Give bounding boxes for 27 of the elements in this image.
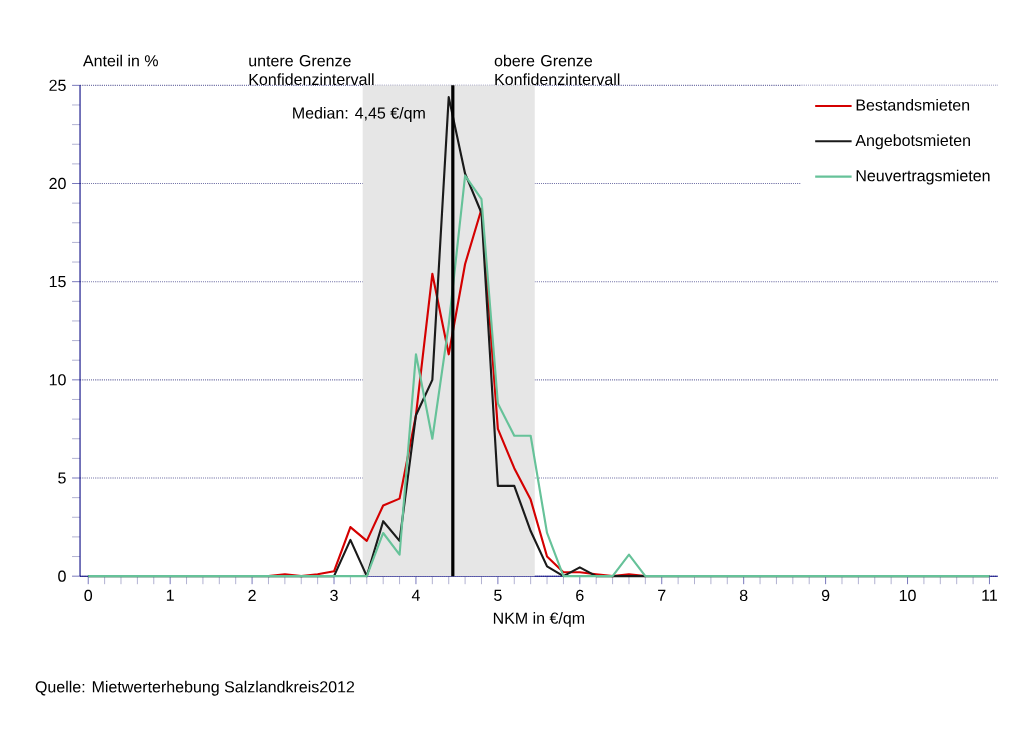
legend-label: Angebotsmieten bbox=[855, 134, 970, 150]
x-tick-label: 6 bbox=[576, 590, 584, 602]
x-tick-label: 3 bbox=[330, 590, 338, 602]
legend-label: Neuvertragsmieten bbox=[856, 169, 990, 185]
x-tick-label: 11 bbox=[982, 590, 997, 602]
y-tick-label: 5 bbox=[58, 472, 66, 484]
legend-label: Bestandsmieten bbox=[856, 99, 970, 111]
y-tick-label: 15 bbox=[49, 276, 66, 288]
text: untere Grenze Konfidenzintervall bbox=[249, 55, 374, 86]
source-note: Quelle: Mietwerterhebung Salzlandkreis2012 bbox=[35, 680, 355, 696]
y-tick-label: 25 bbox=[49, 79, 66, 92]
y-tick-label: 0 bbox=[58, 570, 66, 583]
x-tick-label: 9 bbox=[821, 590, 830, 602]
x-tick-label: 4 bbox=[411, 590, 420, 602]
x-tick-label: 0 bbox=[84, 590, 93, 602]
x-tick-label: 7 bbox=[658, 590, 666, 602]
text: obere Grenze Konfidenzintervall bbox=[494, 54, 620, 86]
x-tick-label: 10 bbox=[899, 590, 916, 602]
x-tick-label: 1 bbox=[166, 590, 174, 602]
x-axis-title: NKM in €/qm bbox=[493, 612, 585, 628]
y-axis-title: Anteil in % bbox=[82, 54, 158, 67]
x-tick-label: 2 bbox=[248, 590, 256, 602]
y-tick-label: 20 bbox=[49, 178, 66, 190]
x-tick-label: 8 bbox=[739, 590, 748, 602]
ref-line-label: Median: 4,45 €/qm bbox=[293, 107, 425, 123]
x-tick-label: 5 bbox=[494, 590, 502, 602]
y-tick-label: 10 bbox=[49, 374, 66, 386]
